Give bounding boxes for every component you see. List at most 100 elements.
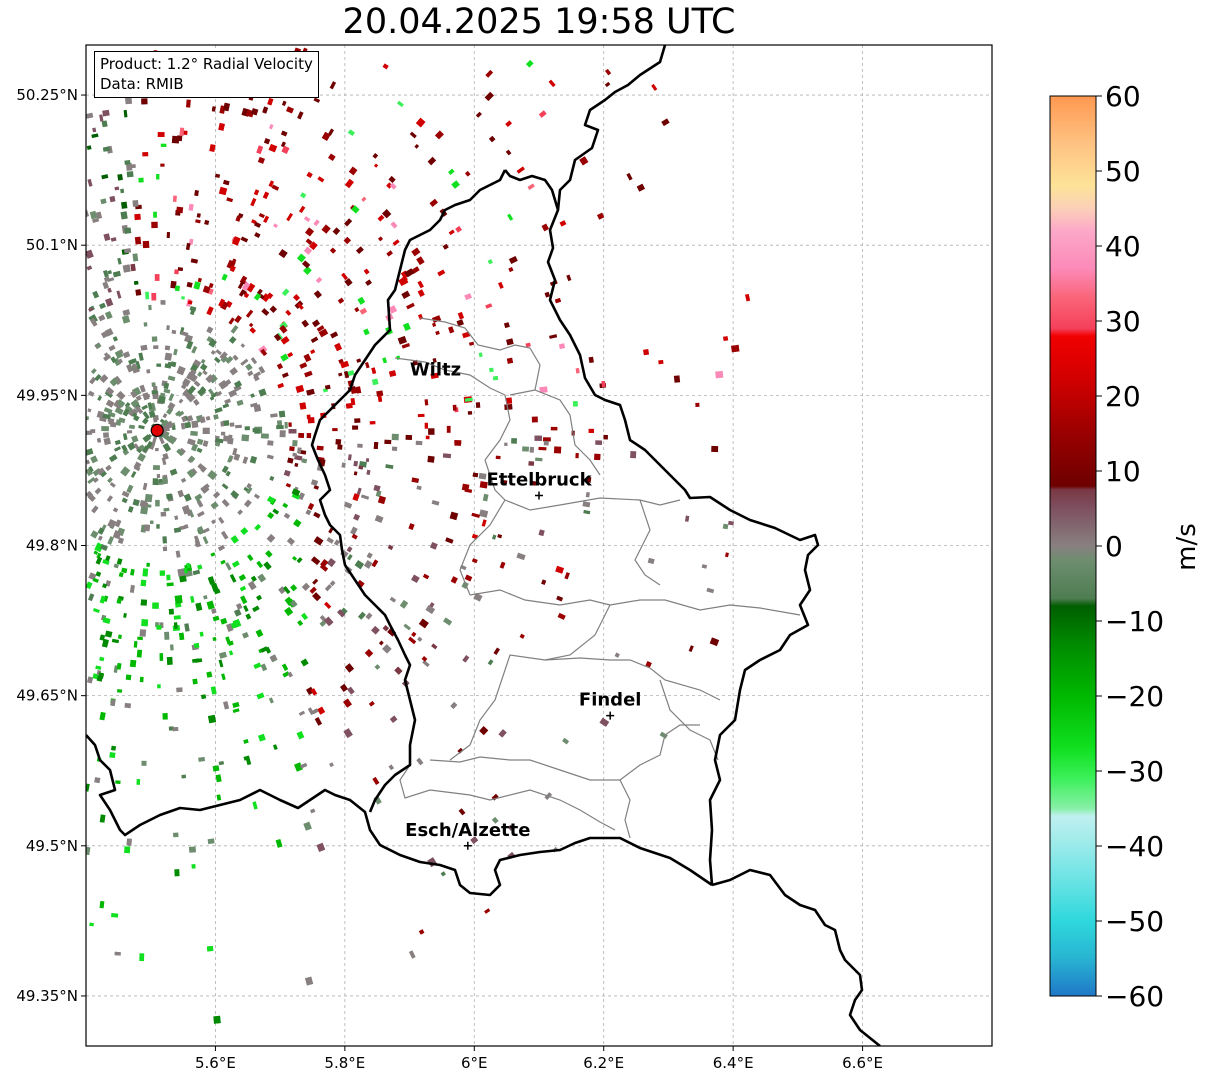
colorbar-tick-label: 50 bbox=[1105, 155, 1141, 188]
radar-echo-pixel bbox=[200, 484, 210, 494]
radar-echo-pixel bbox=[464, 170, 471, 177]
radar-echo-pixel bbox=[87, 476, 96, 485]
radar-echo-pixel bbox=[258, 388, 267, 397]
radar-echo-pixel bbox=[354, 418, 361, 423]
radar-echo-pixel bbox=[156, 524, 160, 529]
radar-echo-pixel bbox=[356, 579, 365, 588]
radar-echo-pixel bbox=[130, 471, 137, 478]
radar-echo-pixel bbox=[356, 487, 362, 495]
radar-echo-pixel bbox=[411, 247, 421, 257]
radar-echo-pixel bbox=[221, 465, 229, 474]
radar-echo-pixel bbox=[661, 118, 670, 127]
radar-echo-pixel bbox=[434, 130, 444, 140]
radar-echo-pixel bbox=[264, 646, 272, 654]
radar-echo-pixel bbox=[548, 79, 556, 88]
radar-echo-pixel bbox=[146, 562, 150, 567]
radar-echo-pixel bbox=[249, 455, 258, 464]
radar-echo-pixel bbox=[281, 100, 287, 107]
radar-echo-pixel bbox=[257, 733, 266, 742]
radar-echo-pixel bbox=[102, 559, 110, 566]
radar-echo-pixel bbox=[354, 560, 365, 570]
radar-echo-pixel bbox=[442, 243, 449, 250]
radar-echo-pixel bbox=[136, 649, 143, 658]
radar-echo-pixel bbox=[238, 574, 247, 582]
radar-echo-pixel bbox=[688, 645, 694, 653]
radar-echo-pixel bbox=[230, 325, 239, 334]
radar-echo-pixel bbox=[116, 399, 126, 408]
radar-echo-pixel bbox=[471, 558, 478, 564]
radar-echo-pixel bbox=[291, 492, 301, 500]
radar-echo-pixel bbox=[595, 440, 603, 446]
radar-echo-pixel bbox=[406, 302, 415, 310]
colorbar-tick-label: −30 bbox=[1105, 755, 1164, 788]
radar-echo-pixel bbox=[169, 468, 178, 476]
radar-echo-pixel bbox=[122, 408, 130, 417]
radar-echo-pixel bbox=[365, 612, 373, 620]
radar-echo-pixel bbox=[88, 307, 94, 312]
radar-echo-pixel bbox=[105, 464, 112, 472]
radar-echo-pixel bbox=[281, 288, 290, 297]
radar-echo-pixel bbox=[160, 511, 167, 517]
radar-echo-pixel bbox=[478, 352, 483, 358]
radar-echo-pixel bbox=[373, 163, 379, 168]
radar-echo-pixel bbox=[290, 584, 298, 592]
radar-echo-pixel bbox=[303, 266, 312, 275]
radar-echo-pixel bbox=[166, 493, 173, 501]
radar-echo-pixel bbox=[122, 351, 131, 359]
radar-echo-pixel bbox=[408, 950, 416, 959]
radar-echo-pixel bbox=[206, 306, 214, 316]
radar-echo-pixel bbox=[223, 701, 230, 710]
radar-echo-pixel bbox=[86, 467, 94, 477]
radar-echo-pixel bbox=[103, 276, 110, 282]
radar-echo-pixel bbox=[202, 427, 210, 434]
radar-echo-pixel bbox=[305, 238, 313, 246]
radar-echo-pixel bbox=[415, 440, 423, 446]
radar-echo-pixel bbox=[416, 256, 425, 265]
radar-echo-pixel bbox=[230, 535, 239, 544]
radar-echo-pixel bbox=[291, 488, 301, 497]
radar-echo-pixel bbox=[558, 343, 566, 350]
radar-echo-pixel bbox=[429, 198, 438, 207]
radar-echo-pixel bbox=[373, 441, 379, 450]
radar-echo-pixel bbox=[117, 173, 123, 181]
radar-echo-pixel bbox=[166, 582, 174, 587]
radar-echo-pixel bbox=[207, 714, 217, 724]
radar-echo-pixel bbox=[222, 420, 230, 427]
radar-echo-pixel bbox=[176, 135, 183, 142]
colorbar-tick-label: −10 bbox=[1105, 605, 1164, 638]
radar-echo-pixel bbox=[321, 224, 331, 234]
radar-echo-pixel bbox=[222, 179, 230, 186]
radar-echo-pixel bbox=[431, 643, 438, 650]
radar-echo-pixel bbox=[107, 277, 115, 283]
radar-echo-pixel bbox=[90, 455, 98, 464]
radar-echo-pixel bbox=[390, 221, 398, 229]
country-borders bbox=[86, 45, 881, 1046]
radar-echo-pixel bbox=[168, 726, 174, 731]
radar-echo-pixel bbox=[343, 698, 353, 708]
radar-echo-pixel bbox=[191, 864, 196, 869]
radar-echo-pixel bbox=[185, 392, 196, 403]
radar-echo-pixel bbox=[170, 280, 177, 289]
radar-echo-pixel bbox=[153, 417, 158, 423]
radar-echo-pixel bbox=[101, 638, 109, 648]
radar-echo-pixel bbox=[550, 426, 558, 431]
radar-echo-pixel bbox=[176, 206, 184, 214]
radar-echo-pixel bbox=[386, 182, 393, 189]
radar-echo-pixel bbox=[294, 462, 299, 468]
radar-echo-pixel bbox=[527, 183, 535, 190]
radar-echo-pixel bbox=[218, 122, 225, 131]
radar-echo-pixel bbox=[240, 343, 246, 348]
radar-echo-pixel bbox=[206, 945, 214, 952]
radar-echo-pixel bbox=[397, 100, 404, 108]
radar-echo-pixel bbox=[329, 247, 337, 254]
radar-echo-pixel bbox=[472, 472, 479, 478]
radar-echo-pixel bbox=[254, 523, 262, 531]
radar-echo-pixel bbox=[508, 267, 514, 273]
radar-echo-pixel bbox=[161, 457, 167, 466]
radar-echo-pixel bbox=[313, 97, 321, 103]
radar-echo-pixel bbox=[279, 325, 288, 334]
radar-echo-pixel bbox=[377, 495, 386, 505]
radar-echo-pixel bbox=[350, 387, 359, 394]
radar-echo-pixel bbox=[328, 153, 336, 161]
radar-echo-pixel bbox=[89, 922, 94, 927]
